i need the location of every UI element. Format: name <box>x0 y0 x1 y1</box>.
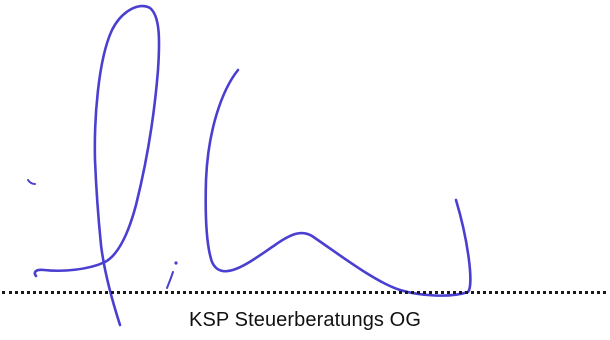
signatory-name: KSP Steuerberatungs OG <box>189 309 421 331</box>
signature-stroke-loop <box>33 4 161 327</box>
signature-line <box>2 291 606 294</box>
signature-stroke-i <box>166 271 174 289</box>
signature-dot-i <box>174 261 178 265</box>
signature-stroke-tick <box>27 179 36 185</box>
signature-stroke-wave <box>204 68 472 297</box>
